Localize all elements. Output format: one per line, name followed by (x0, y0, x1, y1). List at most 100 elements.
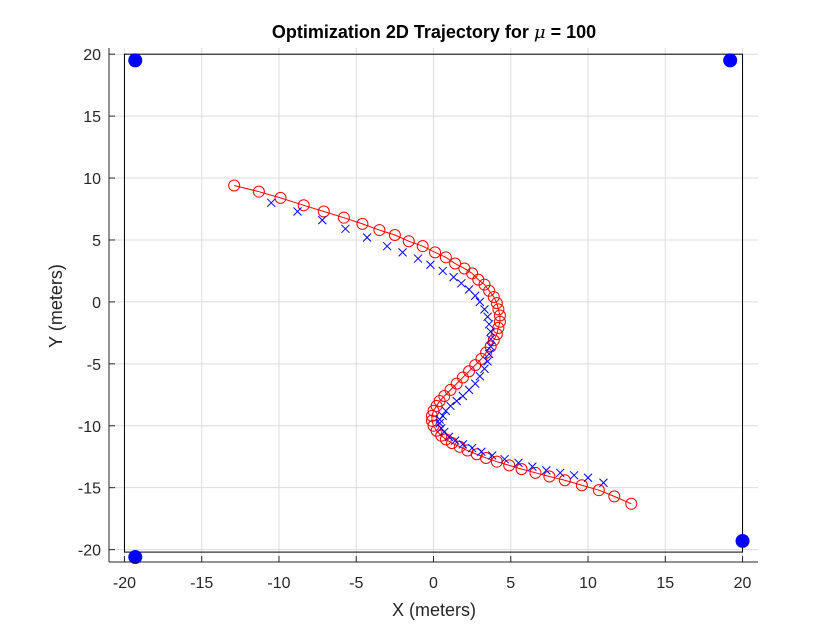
x-tick-label: 0 (429, 575, 438, 592)
estimated-trajectory (266, 198, 608, 488)
boundary-box-layer (123, 53, 744, 553)
estimate-point (484, 319, 494, 329)
optimized-point (558, 474, 571, 487)
estimate-point (555, 468, 565, 478)
optimized-path-line (234, 184, 632, 505)
estimate-point (398, 248, 407, 257)
estimate-point (341, 224, 350, 234)
estimate-point (480, 364, 489, 374)
optimized-point (625, 497, 638, 510)
estimate-point (475, 371, 485, 381)
estimate-point (458, 439, 468, 449)
optimized-point (515, 463, 528, 476)
estimate-point (500, 454, 509, 464)
estimate-point (449, 272, 458, 282)
x-tick-label: 10 (579, 575, 597, 592)
optimized-point (608, 490, 621, 503)
estimate-point (483, 312, 492, 322)
chart-title-symbol: μ (534, 22, 546, 43)
optimized-point (463, 365, 476, 378)
chart-title: Optimization 2D Trajectory for μ = 100 (272, 22, 596, 43)
optimized-point (337, 211, 350, 224)
estimate-point (477, 447, 486, 457)
estimate-point (362, 233, 372, 242)
optimized-point (490, 328, 503, 341)
estimate-point (452, 396, 462, 406)
y-tick-label: 15 (83, 109, 101, 126)
optimized-point (543, 470, 556, 483)
anchor-point (735, 533, 750, 548)
optimized-point (487, 290, 500, 303)
estimate-point (456, 278, 466, 288)
estimate-point (475, 297, 485, 307)
anchor-point (723, 53, 738, 68)
x-tick-label: -20 (113, 575, 136, 592)
optimized-point (472, 273, 485, 286)
x-tick-label: -15 (190, 575, 213, 592)
estimate-point (470, 291, 480, 301)
optimized-point (450, 377, 463, 390)
anchor-point (128, 550, 143, 565)
optimized-point (416, 240, 429, 253)
optimized-point (456, 371, 469, 384)
estimate-point (583, 473, 593, 483)
optimized-point (503, 459, 516, 472)
estimate-point (486, 334, 496, 344)
chart-title-suffix: = 100 (546, 22, 597, 42)
estimate-point (266, 198, 276, 208)
optimized-trajectory (228, 179, 638, 510)
estimate-point (528, 462, 537, 471)
y-tick-label: -5 (87, 357, 101, 374)
optimized-point (297, 199, 310, 212)
optimized-point (492, 303, 505, 316)
axes (108, 48, 758, 563)
optimized-point (425, 409, 438, 422)
estimate-point (444, 432, 454, 442)
estimate-point (458, 391, 468, 401)
optimized-point (575, 479, 588, 492)
estimate-point (382, 241, 392, 251)
y-tick-label: -15 (78, 481, 101, 498)
estimate-point (293, 207, 302, 216)
optimized-point (427, 404, 440, 417)
optimized-point (317, 205, 330, 218)
optimized-point (388, 229, 401, 242)
estimate-point (483, 357, 492, 366)
estimate-point (413, 254, 423, 263)
y-tick-label: 20 (83, 47, 101, 64)
estimate-point (426, 260, 435, 270)
estimate-point (487, 451, 497, 460)
estimate-point (480, 304, 489, 314)
optimized-point (252, 185, 265, 198)
estimate-point (467, 443, 477, 453)
optimized-point (435, 429, 448, 442)
optimized-point (274, 191, 287, 204)
optimized-point (478, 278, 491, 291)
optimized-point (490, 297, 503, 310)
chart-title-prefix: Optimization 2D Trajectory for (272, 22, 534, 42)
optimized-point (493, 309, 506, 322)
optimized-point (402, 235, 415, 248)
estimate-point (541, 465, 551, 475)
estimate-point (486, 342, 496, 351)
estimate-point (514, 458, 523, 468)
optimized-point (592, 484, 605, 497)
anchor-point (128, 53, 143, 68)
optimized-point (529, 466, 542, 479)
y-tick-label: -10 (78, 419, 101, 436)
x-axis-label: X (meters) (392, 600, 476, 620)
estimate-point (599, 478, 608, 488)
y-axis-label: Y (meters) (46, 264, 66, 348)
x-tick-label: -5 (349, 575, 363, 592)
estimate-point (569, 470, 579, 480)
estimate-point (486, 327, 496, 336)
optimized-point (449, 257, 462, 270)
optimized-point (480, 451, 493, 464)
optimized-point (444, 383, 457, 396)
optimized-point (493, 315, 506, 328)
estimate-point (484, 349, 494, 359)
optimized-point (373, 224, 386, 237)
optimized-point (480, 346, 493, 359)
